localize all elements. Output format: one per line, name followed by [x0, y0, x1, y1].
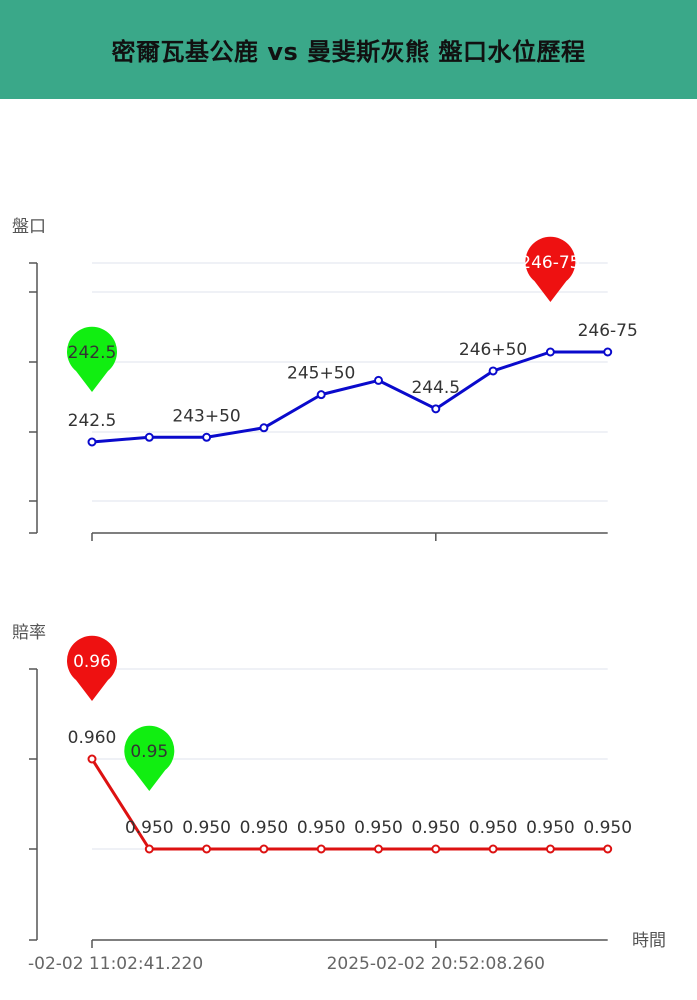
data-label-1-7: 0.950 — [469, 818, 518, 838]
data-point-1-9 — [603, 844, 613, 854]
data-point-1-8 — [545, 844, 555, 854]
data-label-1-3: 0.950 — [240, 818, 289, 838]
data-label-1-2: 0.950 — [182, 818, 231, 838]
data-label-1-6: 0.950 — [411, 818, 460, 838]
data-point-0-4 — [316, 390, 326, 400]
data-label-0-4: 245+50 — [287, 364, 355, 384]
series-line-1 — [90, 758, 608, 851]
data-point-1-4 — [316, 844, 326, 854]
min-pin-0 — [67, 326, 117, 392]
data-point-1-7 — [488, 844, 498, 854]
data-label-0-2: 243+50 — [172, 406, 240, 426]
data-point-0-9 — [603, 347, 613, 357]
data-point-0-3 — [259, 423, 269, 433]
data-label-1-9: 0.950 — [583, 818, 632, 838]
data-label-1-1: 0.950 — [125, 818, 174, 838]
min-pin-1 — [124, 725, 175, 791]
series-line-0 — [91, 350, 608, 444]
data-point-1-2 — [202, 844, 212, 854]
x-axis-label-1: 時間 — [632, 931, 666, 951]
data-label-0-6: 244.5 — [411, 378, 460, 398]
data-label-0-7: 246+50 — [459, 340, 527, 360]
data-point-0-2 — [202, 432, 212, 442]
data-label-1-8: 0.950 — [526, 818, 575, 838]
data-label-0-0: 242.5 — [68, 411, 117, 431]
y-axis-label-0: 盤口 — [12, 217, 46, 237]
data-point-1-0 — [87, 754, 97, 764]
data-point-0-0 — [87, 437, 97, 447]
header-bar: 密爾瓦基公鹿 vs 曼斐斯灰熊 盤口水位歷程 — [0, 0, 697, 99]
data-point-1-6 — [431, 844, 441, 854]
data-label-0-9: 246-75 — [578, 321, 638, 341]
max-pin-label-1: 0.96 — [73, 652, 111, 672]
data-point-1-3 — [259, 844, 269, 854]
data-point-1-1 — [144, 844, 154, 854]
x-tick-label-1-1: 2025-02-02 20:52:08.260 — [327, 954, 545, 974]
max-pin-1 — [67, 635, 117, 701]
data-point-0-7 — [488, 366, 498, 376]
min-pin-label-1: 0.95 — [130, 742, 168, 762]
data-point-0-5 — [374, 375, 383, 385]
data-point-0-6 — [431, 404, 441, 414]
max-pin-0 — [525, 236, 576, 302]
y-axis-label-1: 賠率 — [12, 623, 46, 643]
data-point-1-5 — [374, 844, 383, 854]
data-point-0-1 — [144, 432, 154, 442]
x-tick-label-1-0: -02-02 11:02:41.220 — [28, 954, 203, 974]
data-point-0-8 — [545, 347, 555, 357]
data-label-1-4: 0.950 — [297, 818, 346, 838]
min-pin-label-0: 242.5 — [68, 343, 117, 363]
max-pin-label-0: 246-75 — [520, 253, 580, 273]
data-label-1-5: 0.950 — [354, 818, 403, 838]
page-title: 密爾瓦基公鹿 vs 曼斐斯灰熊 盤口水位歷程 — [111, 38, 586, 66]
data-label-1-0: 0.960 — [68, 728, 117, 748]
